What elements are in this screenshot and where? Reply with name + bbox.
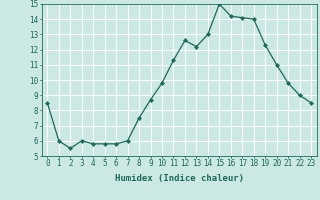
X-axis label: Humidex (Indice chaleur): Humidex (Indice chaleur) xyxy=(115,174,244,183)
